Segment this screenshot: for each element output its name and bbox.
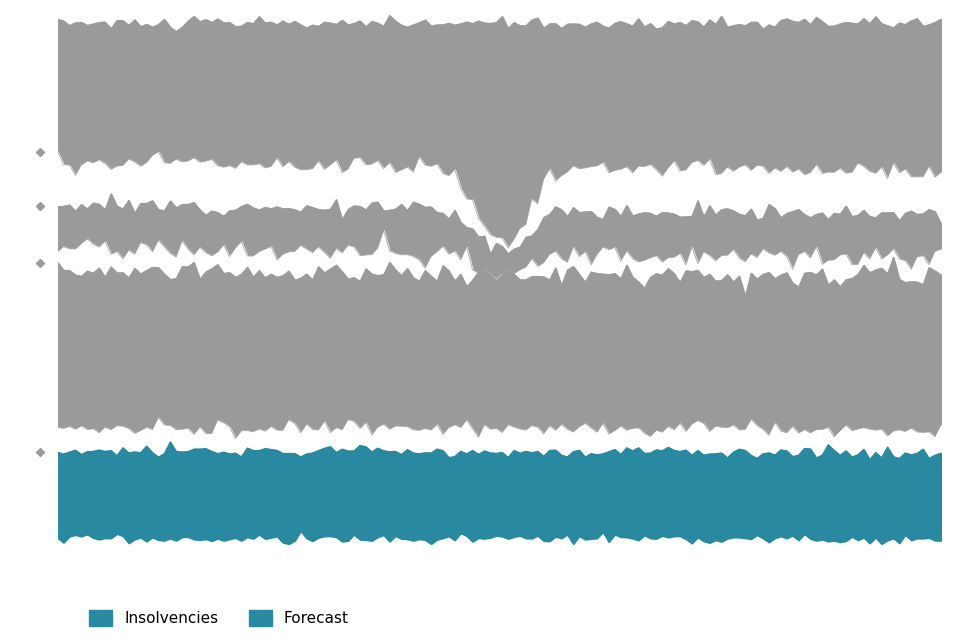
Legend: Insolvencies, Forecast: Insolvencies, Forecast bbox=[83, 604, 355, 632]
